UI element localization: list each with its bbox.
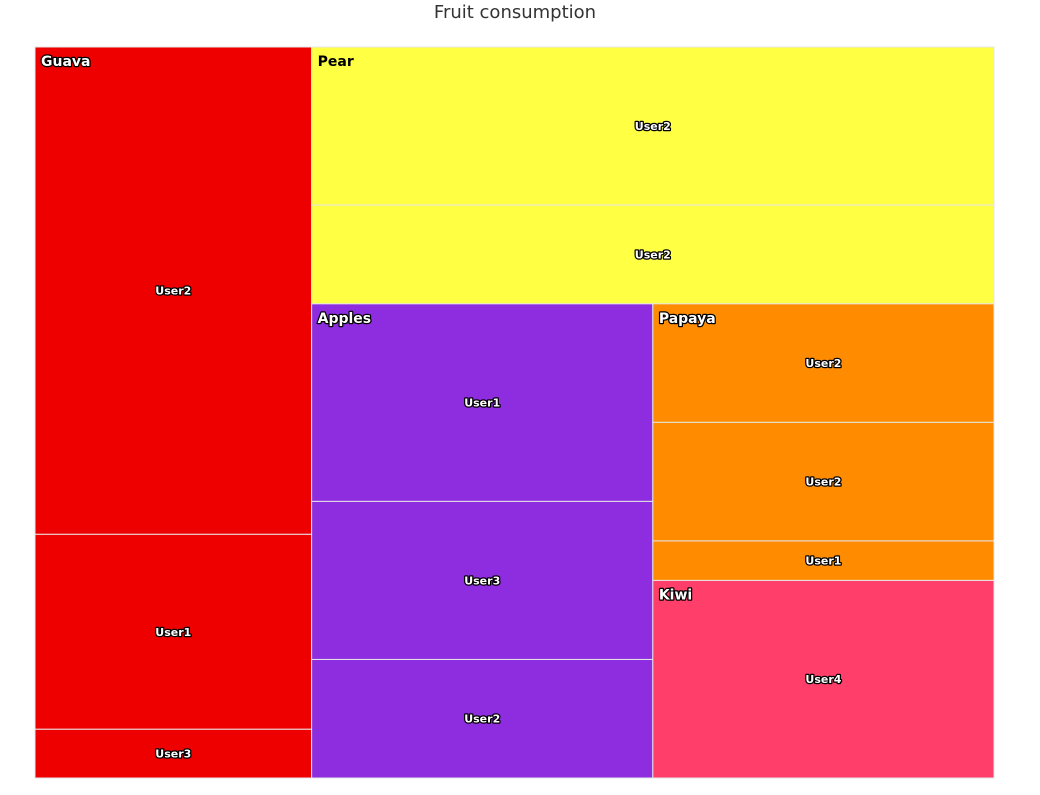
treemap-cell-apples-1[interactable] <box>311 303 654 502</box>
treemap-cell-label: User1 <box>464 397 500 410</box>
treemap-cell-label: User2 <box>635 120 671 133</box>
treemap-cell-label: User2 <box>464 713 500 726</box>
treemap-group-label-kiwi: Kiwi <box>659 587 692 603</box>
treemap-leaves: User2 User1 User3 User2 User2 User1 User3 User2… <box>34 46 995 779</box>
treemap-cell-label: User1 <box>805 555 841 568</box>
treemap-cell-label: User1 <box>155 626 191 639</box>
treemap-group-labels: Guava Pear Apples Papaya Kiwi <box>40 53 717 605</box>
treemap-group-label-pear: Pear <box>318 54 354 70</box>
treemap-cell-pear-1[interactable] <box>311 46 995 206</box>
treemap-cell-label: User2 <box>805 357 841 370</box>
treemap-cell-apples-3[interactable] <box>311 658 654 779</box>
treemap-group-label-guava: Guava <box>41 54 90 70</box>
treemap-cell-papaya-1[interactable] <box>652 303 995 423</box>
treemap-cell-kiwi-1[interactable] <box>652 579 995 779</box>
chart-title: Fruit consumption <box>433 2 597 23</box>
treemap-cell-apples-2[interactable] <box>311 500 654 660</box>
treemap-cell-label: User2 <box>155 285 191 298</box>
treemap-cell-label: User3 <box>464 574 500 587</box>
treemap-group-label-apples: Apples <box>318 311 372 327</box>
treemap-cell-papaya-3[interactable] <box>652 540 995 581</box>
treemap-cell-label: User4 <box>805 673 841 686</box>
treemap-cell-label: User2 <box>635 248 671 261</box>
treemap-cell-label: User3 <box>155 748 191 761</box>
treemap-cell-label: User2 <box>805 476 841 489</box>
treemap-cell-pear-2[interactable] <box>311 204 995 305</box>
treemap-cell-guava-2[interactable] <box>34 533 313 730</box>
treemap-group-label-papaya: Papaya <box>659 311 716 327</box>
